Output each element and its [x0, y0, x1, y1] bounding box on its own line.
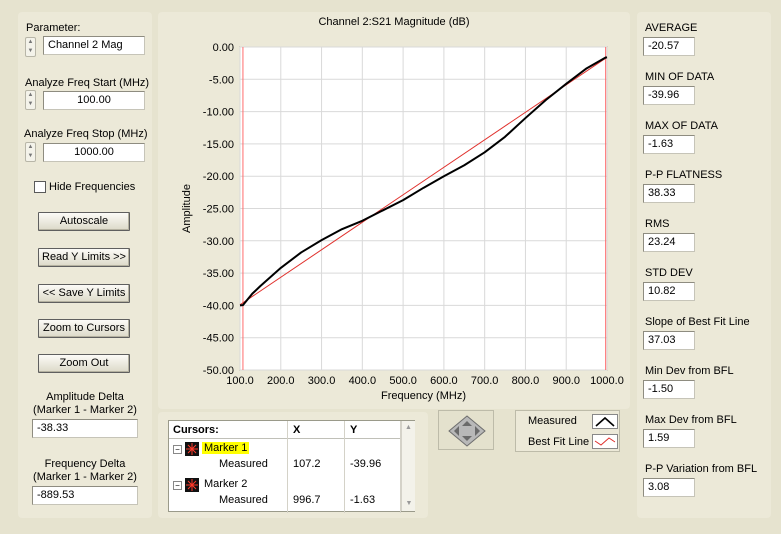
stat-value-field: 10.82 — [643, 282, 695, 301]
chart-panel: Channel 2:S21 Magnitude (dB) — [158, 12, 630, 409]
hide-frequencies-label: Hide Frequencies — [49, 181, 136, 193]
cursors-table[interactable]: Cursors: X Y − Marker 1 Measured 107.2 -… — [168, 420, 415, 513]
start-freq-field[interactable]: 100.00 — [43, 91, 145, 110]
marker1-sub: Measured — [219, 458, 268, 470]
frequency-delta-label: Frequency Delta — [44, 458, 126, 470]
scroll-down-icon[interactable]: ▼ — [405, 500, 413, 507]
marker2-y: -1.63 — [350, 494, 376, 506]
marker1-crosshair-icon — [185, 442, 199, 456]
marker1-x: 107.2 — [293, 458, 321, 470]
marker2-sub: Measured — [219, 494, 268, 506]
stat-label: Slope of Best Fit Line — [645, 316, 750, 328]
frequency-delta-sublabel: (Marker 1 - Marker 2) — [33, 471, 137, 483]
start-freq-spinner[interactable]: ▲ ▼ — [25, 90, 36, 110]
stat-label: AVERAGE — [645, 22, 698, 34]
stat-label: MAX OF DATA — [645, 120, 718, 132]
stat-value-field: -39.96 — [643, 86, 695, 105]
stop-freq-field[interactable]: 1000.00 — [43, 143, 145, 162]
parameter-spinner[interactable]: ▲ ▼ — [25, 37, 36, 57]
stop-freq-spinner[interactable]: ▲ ▼ — [25, 142, 36, 162]
stat-value-field: -1.63 — [643, 135, 695, 154]
parameter-label: Parameter: — [26, 22, 81, 34]
marker2-name[interactable]: Marker 2 — [204, 478, 248, 490]
left-panel: Parameter: ▲ ▼ Channel 2 Mag Analyze Freq… — [18, 12, 152, 518]
read-y-limits-button[interactable]: Read Y Limits >> — [38, 248, 130, 267]
marker2-crosshair-icon — [185, 478, 199, 492]
stat-value-field: 3.08 — [643, 478, 695, 497]
cursors-header-divider — [169, 438, 401, 439]
cursors-scrollbar[interactable]: ▲ ▼ — [401, 421, 415, 511]
start-freq-label: Analyze Freq Start (MHz) — [25, 77, 150, 89]
marker1-y: -39.96 — [350, 458, 382, 470]
legend-measured-label: Measured — [528, 415, 577, 427]
marker1-name[interactable]: Marker 1 — [202, 442, 250, 454]
zoom-to-cursors-button[interactable]: Zoom to Cursors — [38, 319, 130, 338]
stat-label: Max Dev from BFL — [645, 414, 737, 426]
stat-value-field: -1.50 — [643, 380, 695, 399]
cursors-col-y: Y — [350, 424, 358, 436]
amplitude-delta-sublabel: (Marker 1 - Marker 2) — [33, 404, 137, 416]
stat-value-field: 23.24 — [643, 233, 695, 252]
amplitude-delta-label: Amplitude Delta — [46, 391, 124, 403]
chart-title: Channel 2:S21 Magnitude (dB) — [318, 16, 470, 28]
save-y-limits-button[interactable]: << Save Y Limits — [38, 284, 130, 303]
scroll-up-icon[interactable]: ▲ — [405, 424, 412, 431]
stat-label: STD DEV — [645, 267, 693, 279]
cursors-col-divider-3 — [400, 421, 401, 513]
frequency-delta-field: -889.53 — [32, 486, 138, 505]
stat-value-field: -20.57 — [643, 37, 695, 56]
legend-bfl-label: Best Fit Line — [528, 436, 590, 448]
marker2-x: 996.7 — [293, 494, 321, 506]
stat-value-field: 38.33 — [643, 184, 695, 203]
stat-label: MIN OF DATA — [645, 71, 715, 83]
cursor-mover-control[interactable] — [438, 410, 494, 450]
plot-legend[interactable]: Measured Best Fit Line — [515, 410, 620, 452]
parameter-field[interactable]: Channel 2 Mag — [43, 36, 145, 55]
cursors-col-x: X — [293, 424, 301, 436]
expand-marker1-icon[interactable]: − — [173, 445, 182, 454]
amplitude-delta-field: -38.33 — [32, 419, 138, 438]
cursors-header: Cursors: — [173, 424, 219, 436]
legend-measured-swatch — [592, 414, 618, 429]
stat-label: RMS — [645, 218, 670, 230]
stop-freq-label: Analyze Freq Stop (MHz) — [24, 128, 148, 140]
stat-label: P-P FLATNESS — [645, 169, 723, 181]
zoom-out-button[interactable]: Zoom Out — [38, 354, 130, 373]
cursors-col-divider-2 — [344, 421, 345, 513]
cursors-col-divider-1 — [287, 421, 288, 513]
stat-label: P-P Variation from BFL — [645, 463, 758, 475]
expand-marker2-icon[interactable]: − — [173, 481, 182, 490]
autoscale-button[interactable]: Autoscale — [38, 212, 130, 231]
hide-frequencies-checkbox[interactable] — [34, 181, 46, 193]
cursors-panel: Cursors: X Y − Marker 1 Measured 107.2 -… — [158, 412, 428, 518]
stat-label: Min Dev from BFL — [645, 365, 734, 377]
stat-value-field: 1.59 — [643, 429, 695, 448]
legend-bfl-swatch — [592, 434, 618, 449]
stat-value-field: 37.03 — [643, 331, 695, 350]
stats-panel: AVERAGE -20.57 MIN OF DATA -39.96 MAX OF DAT… — [637, 12, 771, 518]
